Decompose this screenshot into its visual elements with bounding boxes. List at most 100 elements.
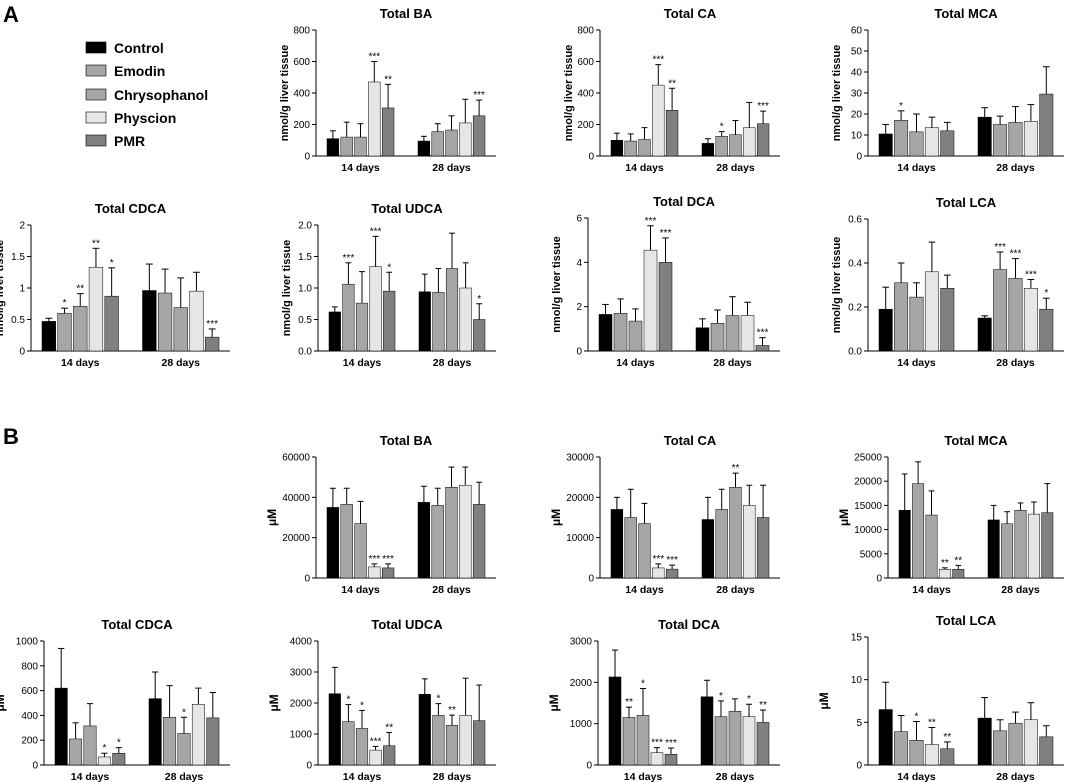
bar-control-28d [417,502,431,579]
bar-pmr-14d [940,748,955,766]
y-tick-label: 0 [856,761,862,772]
bar-physcion-28d [743,505,756,579]
bar-emodin-28d [432,292,445,352]
bar-physcion-28d [743,127,756,157]
y-tick-label: 10000 [854,525,882,536]
x-tick-label: 28 days [165,771,204,782]
bar-physcion-14d [369,266,382,352]
chart-a-mca: Total MCA nmol/g liver tissue 0 10 20 30 40 50 6… [831,6,1064,174]
y-axis-label: nmol/g liver tissue [831,45,843,142]
bar-physcion-14d [938,569,951,579]
significance-label: * [720,122,724,133]
bar-chrysophanol-14d [355,302,369,352]
significance-label: * [102,743,106,754]
x-tick-label: 14 days [343,357,382,369]
x-tick-label: 14 days [897,771,936,782]
significance-label: * [641,679,645,690]
bar-physcion-14d [368,81,381,157]
y-tick-label: 3000 [290,668,313,679]
bar-pmr-28d [472,504,486,579]
bar-chrysophanol-14d [83,725,97,766]
significance-label: *** [757,101,769,112]
bar-control-28d [700,696,714,766]
legend-label-physcion: Physcion [114,110,176,126]
y-tick-label: 0 [306,761,312,772]
bar-emodin-28d [431,131,444,157]
y-tick-label: 1000 [16,637,39,648]
y-tick-label: 60 [851,26,863,37]
bar-control-28d [977,717,992,766]
bar-chrysophanol-28d [1014,509,1027,579]
bar-emodin-14d [894,282,909,352]
y-tick-label: 600 [21,686,38,697]
y-tick-label: 0 [304,574,310,585]
y-tick-label: 0.4 [848,259,862,270]
chart-title: Total DCA [653,194,715,209]
bar-chrysophanol-14d [628,320,643,352]
bar-emodin-14d [340,504,353,579]
bar-pmr-28d [205,336,220,352]
chart-title: Total MCA [934,6,998,21]
y-tick-label: 0.0 [298,347,312,358]
bar-emodin-28d [993,269,1008,352]
y-tick-label: 0 [586,761,592,772]
chart-b-ca: Total CA μM 0 10000 20000 30000 14 days *** *** 2… [549,433,780,596]
significance-label: * [182,707,186,718]
y-tick-label: 1000 [570,719,593,730]
bar-control-14d [610,140,624,157]
bar-pmr-14d [381,107,395,157]
bar-chrysophanol-14d [354,523,367,579]
significance-label: *** [665,738,677,749]
bar-chrysophanol-28d [725,315,740,352]
bar-chrysophanol-28d [1008,278,1023,352]
y-tick-label: 40 [851,68,863,79]
bar-chrysophanol-14d [909,296,924,352]
bar-emodin-28d [1001,523,1014,579]
bar-pmr-28d [473,319,486,352]
bar-emodin-28d [715,136,728,157]
y-tick-label: 0 [19,347,25,358]
bar-physcion-28d [1023,719,1038,766]
bar-control-14d [41,321,56,352]
significance-label: ** [625,697,633,708]
y-tick-label: 5000 [860,549,883,560]
y-axis-label: nmol/g liver tissue [281,240,293,337]
bar-control-14d [878,308,893,352]
bar-chrysophanol-14d [355,728,369,766]
bar-control-14d [328,311,341,352]
bar-control-14d [328,693,341,766]
bar-chrysophanol-14d [909,131,924,157]
bar-emodin-14d [613,313,628,352]
legend: Control Emodin Chrysophanol Physcion PMR [85,40,208,149]
y-tick-label: 1.5 [11,252,25,263]
bar-physcion-14d [650,752,664,766]
legend-label-chrysophanol: Chrysophanol [114,87,208,103]
bar-physcion-14d [97,756,111,766]
bar-chrysophanol-28d [729,134,742,157]
bar-emodin-28d [710,323,725,352]
y-tick-label: 6 [576,214,582,225]
y-axis-label: nmol/g liver tissue [0,240,6,337]
bar-chrysophanol-14d [354,136,367,157]
x-tick-label: 14 days [71,771,110,782]
y-axis-label: μM [265,509,279,526]
y-tick-label: 400 [21,711,38,722]
bar-pmr-14d [940,288,955,352]
y-axis-label: nmol/g liver tissue [831,237,843,334]
bar-control-14d [326,507,340,579]
y-tick-label: 0 [588,574,594,585]
significance-label: *** [473,90,485,101]
bar-emodin-14d [622,717,636,766]
significance-label: ** [943,732,951,743]
significance-label: * [346,695,350,706]
bar-pmr-28d [756,517,770,579]
bar-physcion-28d [189,290,204,352]
y-tick-label: 2000 [290,699,313,710]
significance-label: *** [994,242,1006,253]
y-tick-label: 200 [293,120,310,131]
x-tick-label: 28 days [996,162,1035,174]
x-tick-label: 14 days [624,771,663,782]
x-tick-label: 28 days [996,357,1035,369]
bar-physcion-14d [88,266,104,352]
legend-swatch-control [85,41,107,54]
